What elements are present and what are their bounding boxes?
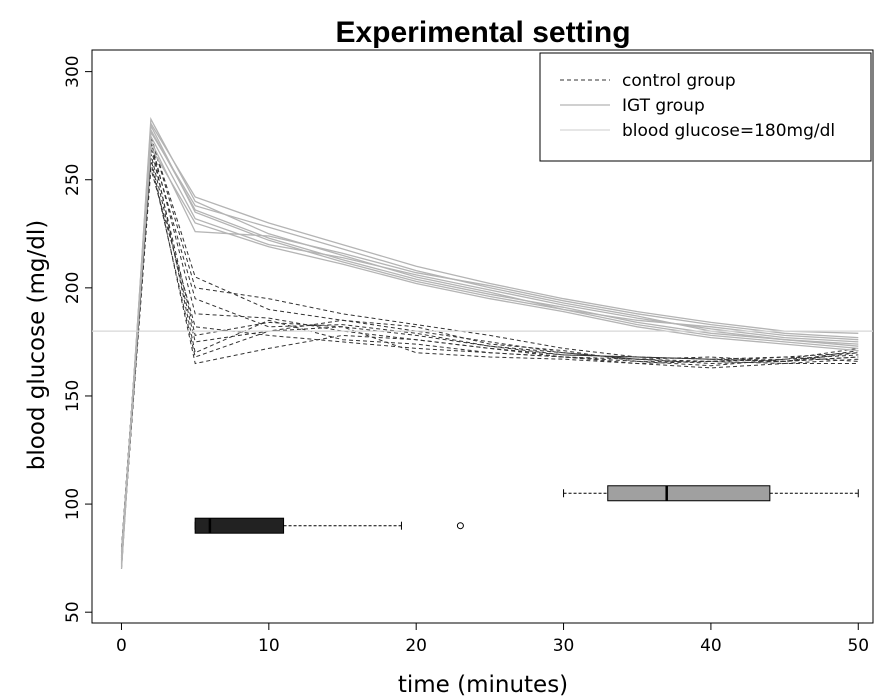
boxplot-2 [563, 485, 859, 502]
x-tick-label: 10 [258, 636, 280, 656]
x-tick-label: 0 [116, 636, 127, 656]
y-tick-label: 200 [63, 272, 83, 304]
x-tick-label: 30 [553, 636, 575, 656]
control-series-line-6 [121, 153, 859, 561]
legend-item-3: blood glucose=180mg/dl [560, 121, 835, 141]
control-series-line-9 [121, 162, 859, 563]
legend: control group IGT group blood glucose=180m… [539, 52, 872, 162]
igt-series-line-14 [120, 134, 859, 557]
control-series-line-2 [121, 147, 859, 565]
chart-title: Experimental setting [335, 16, 630, 49]
x-tick-label: 50 [847, 636, 869, 656]
series-lines [120, 116, 859, 569]
x-tick-label: 40 [700, 636, 722, 656]
control-series-line-10 [121, 144, 859, 554]
x-tick-label: 20 [405, 636, 427, 656]
igt-series-line-15 [120, 138, 859, 563]
boxplot-box [194, 517, 285, 534]
axes: 0 10 20 30 40 50 50 100 150 200 250 300 [63, 55, 869, 656]
y-tick-label: 50 [63, 601, 83, 623]
igt-series-line-11 [120, 116, 859, 569]
boxplot-1 [194, 517, 464, 534]
control-series-line-5 [121, 136, 859, 548]
control-series-line-4 [121, 157, 859, 552]
boxplot-outlier [456, 522, 464, 530]
legend-box [539, 52, 872, 162]
legend-label: blood glucose=180mg/dl [622, 121, 835, 141]
plot-frame [91, 49, 874, 624]
y-tick-label: 100 [63, 488, 83, 520]
boxplot-box [607, 485, 771, 502]
igt-series-line-17 [120, 127, 859, 559]
control-series-line-3 [121, 140, 859, 559]
igt-series-line-18 [120, 145, 859, 552]
y-axis-label: blood glucose (mg/dl) [24, 220, 50, 470]
y-tick-label: 150 [63, 380, 83, 412]
control-series-line-8 [121, 140, 859, 567]
y-tick-label: 300 [63, 55, 83, 87]
igt-series-line-16 [120, 121, 859, 567]
legend-label: IGT group [622, 96, 705, 116]
legend-item-2: IGT group [560, 96, 705, 116]
y-tick-label: 250 [63, 164, 83, 196]
x-axis-label: time (minutes) [398, 672, 568, 698]
legend-label: control group [622, 71, 736, 91]
boxplots [194, 485, 859, 534]
legend-item-1: control group [560, 71, 736, 91]
